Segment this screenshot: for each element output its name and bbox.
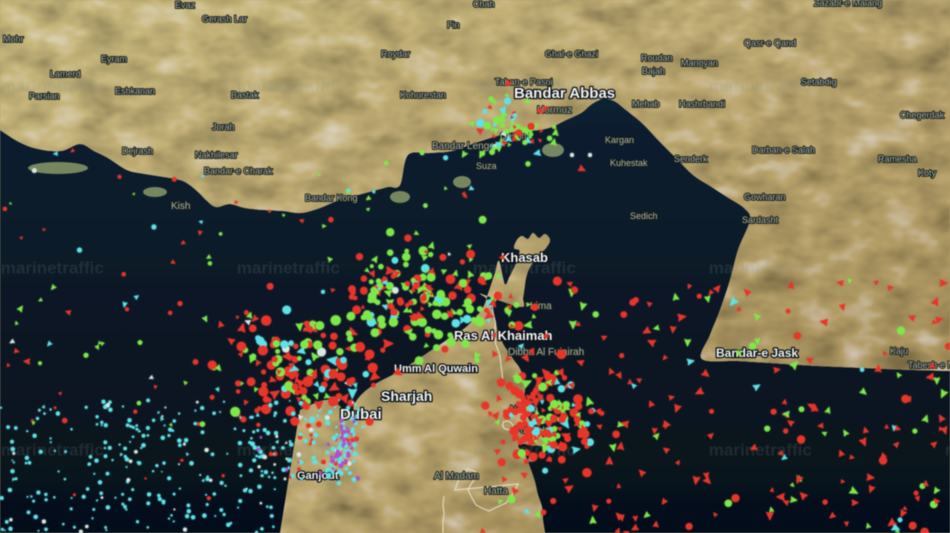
svg-text:Nakhilesar: Nakhilesar (195, 150, 238, 160)
svg-text:marinetraffic: marinetraffic (709, 77, 812, 96)
svg-text:Roydar: Roydar (381, 49, 410, 59)
svg-text:Koty: Koty (918, 168, 937, 178)
svg-text:Umm Al Quwain: Umm Al Quwain (394, 363, 478, 375)
svg-text:Hatta: Hatta (484, 486, 508, 497)
svg-text:Sardasht: Sardasht (742, 215, 779, 225)
svg-text:Kargan: Kargan (605, 135, 634, 145)
svg-text:Mohr: Mohr (3, 34, 24, 44)
svg-text:Eyram: Eyram (101, 54, 127, 64)
svg-text:Sharjah: Sharjah (381, 388, 432, 404)
svg-text:Manoyan: Manoyan (681, 58, 718, 68)
svg-text:Gerash Lar: Gerash Lar (202, 14, 247, 24)
svg-text:Kaju: Kaju (890, 346, 908, 356)
svg-text:Ghal-e Ghazi: Ghal-e Ghazi (545, 49, 598, 59)
svg-text:Kish: Kish (171, 201, 190, 212)
svg-text:Dejrash: Dejrash (122, 146, 153, 156)
svg-text:Eshkanan: Eshkanan (115, 86, 155, 96)
svg-text:Sedich: Sedich (630, 211, 658, 221)
svg-text:Evaz: Evaz (175, 0, 196, 10)
svg-text:marinetraffic: marinetraffic (945, 441, 950, 460)
svg-text:marinetraffic: marinetraffic (237, 259, 340, 278)
svg-text:marinetraffic: marinetraffic (709, 259, 812, 278)
svg-text:Dubai: Dubai (340, 406, 382, 423)
svg-text:marinetraffic: marinetraffic (945, 259, 950, 278)
svg-text:Hormuz: Hormuz (537, 105, 572, 116)
svg-text:Chah: Chah (473, 0, 495, 9)
svg-text:Fin: Fin (447, 20, 460, 30)
svg-text:Parsian: Parsian (29, 91, 60, 101)
svg-text:Bastak: Bastak (231, 90, 259, 100)
svg-text:Bandar-e Jask: Bandar-e Jask (716, 346, 798, 360)
svg-text:Bandar Abbas: Bandar Abbas (514, 85, 615, 102)
svg-text:Chegerdak: Chegerdak (900, 110, 945, 120)
svg-text:marinetraffic: marinetraffic (709, 441, 812, 460)
svg-text:Gowharan: Gowharan (744, 192, 786, 202)
svg-text:Kohurestan: Kohurestan (400, 90, 446, 100)
svg-text:marinetraffic: marinetraffic (1, 441, 104, 460)
svg-text:Senderk: Senderk (674, 154, 708, 164)
svg-text:Khasab: Khasab (501, 250, 548, 265)
svg-text:Kuhestak: Kuhestak (610, 158, 648, 168)
svg-text:Lamerd: Lamerd (50, 69, 81, 79)
svg-text:Dibba Al Fujairah: Dibba Al Fujairah (508, 347, 584, 358)
svg-text:marinetraffic: marinetraffic (1, 259, 104, 278)
svg-text:Roudan: Roudan (641, 53, 673, 63)
svg-text:Ras Al Khaimah: Ras Al Khaimah (454, 328, 553, 343)
svg-text:Qasr-e Qand: Qasr-e Qand (744, 38, 796, 48)
svg-text:Jorah: Jorah (212, 122, 235, 132)
svg-text:Ramesha: Ramesha (878, 154, 917, 164)
svg-text:Setabdig: Setabdig (801, 77, 837, 87)
svg-text:Tabesh-e Nakhilestan: Tabesh-e Nakhilestan (908, 360, 950, 370)
svg-text:Mehab: Mehab (632, 99, 660, 109)
svg-text:Al Madam: Al Madam (434, 471, 479, 482)
svg-text:Hashrbandi: Hashrbandi (679, 99, 725, 109)
svg-text:Bandar-e Charak: Bandar-e Charak (204, 166, 273, 176)
svg-text:Darban-e Salah: Darban-e Salah (752, 145, 815, 155)
svg-text:Suza: Suza (476, 161, 497, 171)
svg-text:marinetraffic: marinetraffic (945, 77, 950, 96)
svg-text:Bajah: Bajah (642, 66, 665, 76)
svg-text:Zazabr-e Malang: Zazabr-e Malang (814, 0, 882, 8)
svg-text:Bandar Kong: Bandar Kong (305, 193, 358, 203)
